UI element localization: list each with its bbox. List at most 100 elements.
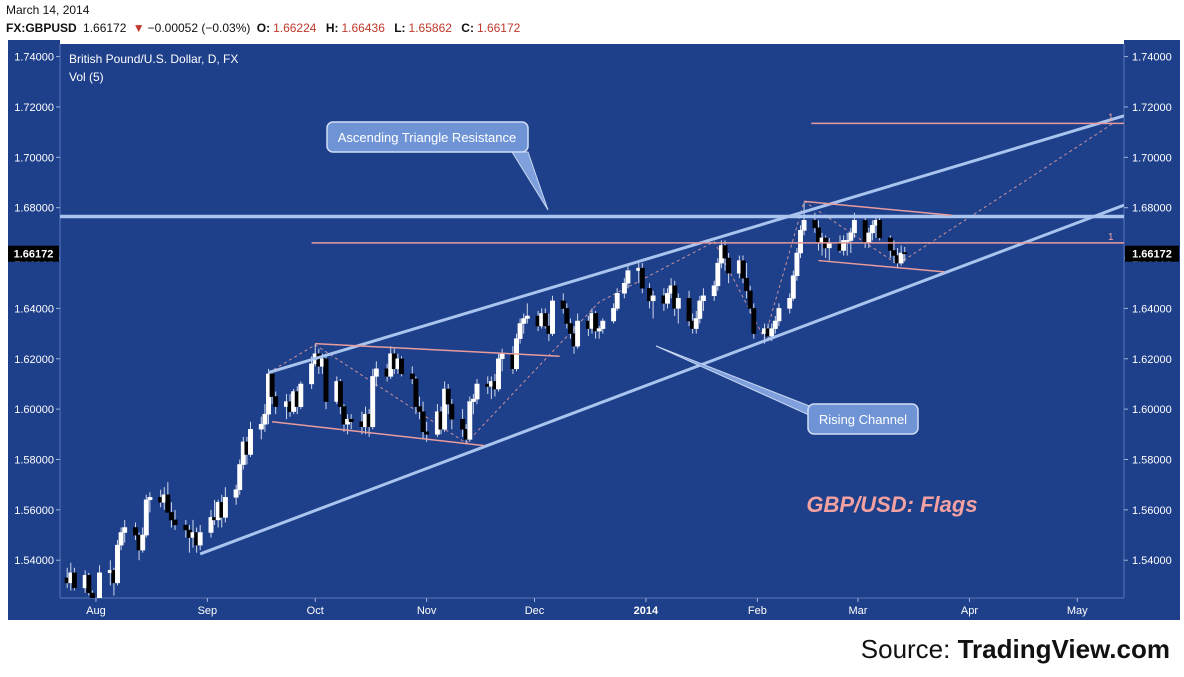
- chart-title: GBP/USD: Flags: [806, 492, 977, 517]
- target-level-label: 1: [1108, 112, 1114, 123]
- candles: [64, 202, 908, 598]
- candle-body: [711, 285, 717, 297]
- candle-body: [614, 293, 620, 309]
- time-axis-panel: [8, 598, 1180, 620]
- candle-body: [650, 295, 656, 302]
- candle-body: [560, 300, 566, 309]
- candle-body: [744, 277, 750, 292]
- close-value: C: 1.66172: [461, 21, 521, 35]
- candle-body: [747, 290, 753, 309]
- y-tick-label: 1.72000: [14, 102, 54, 114]
- candle-body: [269, 373, 275, 397]
- price-chart[interactable]: 1.54000 1.56000 1.58000 1.60000 1.62000 1.640…: [0, 40, 1184, 626]
- y-tick-label: 1.70000: [1132, 152, 1172, 164]
- candle-body: [496, 358, 501, 390]
- candle-body: [675, 298, 681, 309]
- candle-body: [686, 298, 692, 322]
- x-tick-label: Feb: [748, 605, 767, 617]
- x-tick-label: May: [1067, 605, 1088, 617]
- candle-body: [697, 300, 703, 319]
- candle-body: [122, 527, 128, 533]
- candle-body: [309, 363, 315, 385]
- candle-body: [611, 308, 617, 322]
- candle-body: [776, 308, 782, 322]
- candle-body: [143, 499, 149, 536]
- candle-body: [801, 220, 807, 231]
- change-down-icon: ▼: [132, 21, 145, 35]
- source-credit: Source: TradingView.com: [860, 634, 1170, 664]
- x-tick-label: Apr: [961, 605, 978, 617]
- y-tick-label: 1.70000: [14, 152, 54, 164]
- x-tick-label: Sep: [198, 605, 218, 617]
- swing-path-line: [268, 122, 1114, 444]
- candle-body: [769, 328, 775, 337]
- y-tick-label: 1.68000: [14, 203, 54, 215]
- candle-body: [722, 245, 728, 259]
- candle-body: [445, 388, 451, 405]
- rising-channel-label: Rising Channel: [819, 412, 907, 427]
- candle-body: [118, 532, 124, 546]
- chart-date: March 14, 2014: [6, 3, 90, 17]
- y-tick-label: 1.60000: [1132, 404, 1172, 416]
- candle-body: [517, 323, 523, 339]
- candle-body: [417, 406, 422, 412]
- candle-body: [848, 232, 854, 241]
- candle-body: [902, 252, 908, 255]
- candle-body: [409, 373, 415, 380]
- last-price-label-left: 1.66172: [14, 249, 54, 261]
- candle-body: [133, 527, 138, 536]
- candle-body: [550, 300, 555, 334]
- price-change: −0.00052 (−0.03%): [147, 21, 251, 35]
- candle-body: [273, 396, 279, 407]
- left-axis-panel: [8, 40, 60, 620]
- candle-body: [851, 220, 857, 234]
- candle-body: [258, 423, 264, 430]
- level-label: 1: [1108, 232, 1114, 243]
- swing-path: [268, 122, 1114, 444]
- candle-body: [71, 572, 77, 589]
- candle-body: [237, 464, 243, 490]
- candle-body: [524, 315, 530, 319]
- candle-body: [172, 519, 178, 526]
- candle-body: [877, 220, 883, 239]
- candle-body: [449, 403, 455, 420]
- low-value: L: 1.65862: [394, 21, 452, 35]
- channel-lower-line: [199, 203, 1124, 556]
- candle-body: [812, 220, 818, 229]
- y-tick-label: 1.62000: [1132, 354, 1172, 366]
- last-price-box-right: [1125, 245, 1179, 262]
- candle-body: [790, 275, 796, 299]
- candle-body: [621, 282, 627, 294]
- candle-body: [115, 544, 120, 584]
- candle-body: [564, 308, 570, 324]
- candle-body: [442, 388, 448, 430]
- x-axis: Aug Sep Oct Nov Dec 2014 Feb Mar Apr May: [86, 598, 1088, 617]
- candle-body: [470, 398, 476, 402]
- resistance-label: Ascending Triangle Resistance: [338, 130, 517, 145]
- candle-body: [787, 298, 793, 309]
- candle-body: [424, 431, 430, 435]
- x-tick-label: Oct: [307, 605, 324, 617]
- candle-body: [373, 368, 379, 377]
- y-tick-label: 1.62000: [14, 354, 54, 366]
- flag-upper-line: [315, 342, 560, 358]
- candle-body: [420, 411, 426, 433]
- candle-body: [168, 512, 174, 521]
- candle-body: [467, 401, 473, 440]
- candle-body: [891, 250, 897, 256]
- candle-body: [341, 406, 347, 425]
- indicator-label: Vol (5): [69, 70, 104, 84]
- candle-body: [370, 376, 376, 428]
- candle-body: [593, 313, 599, 332]
- candle-body: [715, 262, 721, 287]
- candle-body: [672, 285, 678, 309]
- y-tick-label: 1.74000: [14, 52, 54, 64]
- candle-body: [208, 517, 214, 533]
- y-tick-label: 1.72000: [1132, 102, 1172, 114]
- last-price-label-right: 1.66172: [1132, 249, 1172, 261]
- flag-lower-line: [818, 259, 945, 273]
- candle-body: [460, 418, 466, 430]
- y-axis-left: 1.54000 1.56000 1.58000 1.60000 1.62000 1.640…: [14, 52, 60, 567]
- candle-body: [140, 534, 146, 551]
- channel-upper-line: [268, 114, 1124, 375]
